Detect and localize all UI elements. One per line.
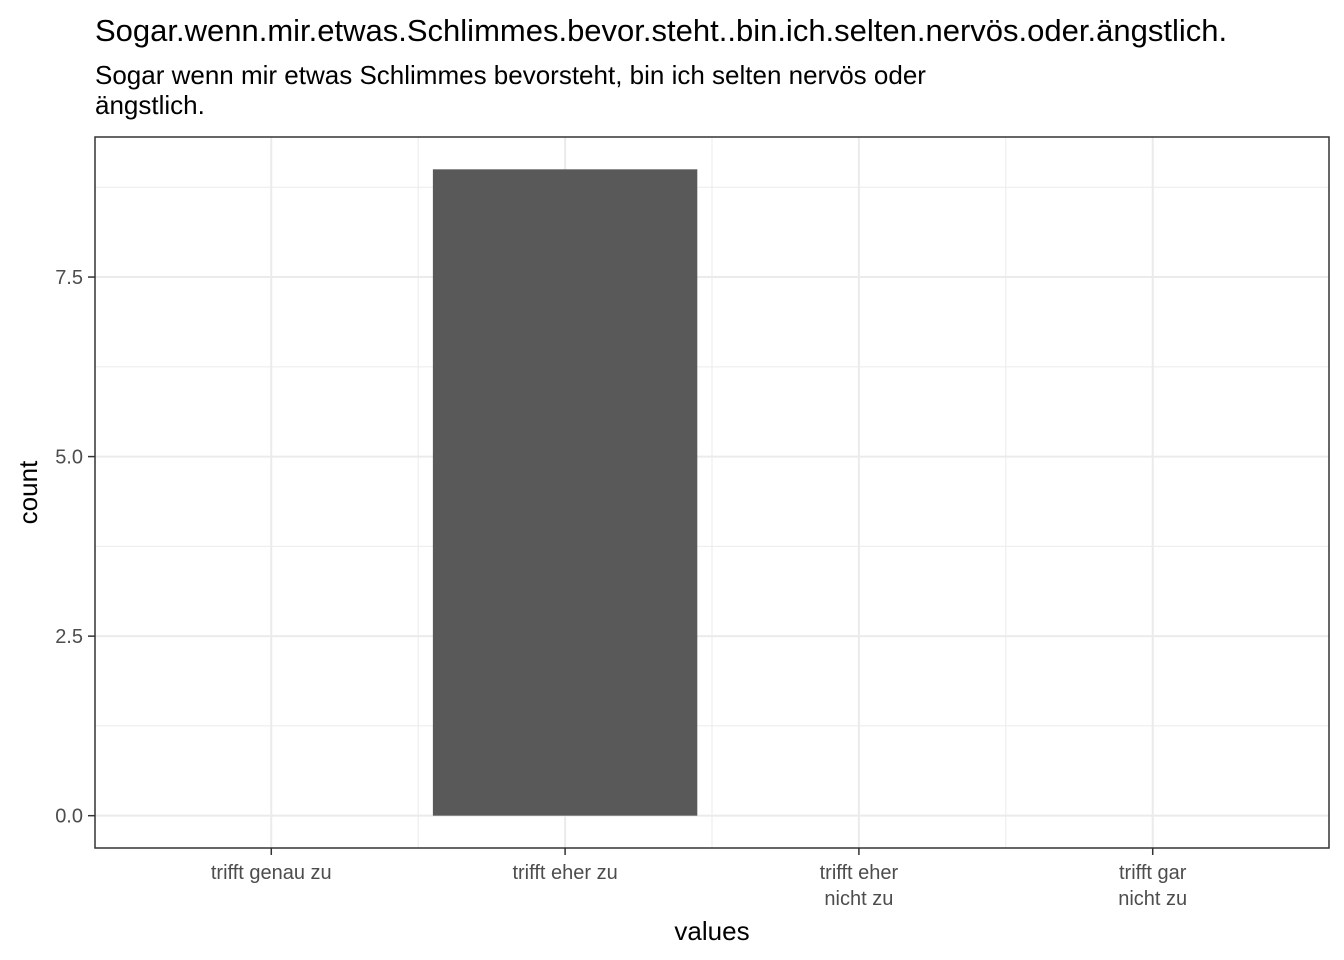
x-axis: trifft genau zu trifft eher zu trifft eher… [211,848,1187,910]
grid-lines [95,137,1329,848]
y-axis-title: count [13,460,43,524]
x-tick-label: trifft genau zu [211,862,332,884]
chart-title: Sogar.wenn.mir.etwas.Schlimmes.bevor.ste… [95,13,1227,48]
subtitle-line: ängstlich. [95,90,205,120]
y-tick-label: 0.0 [55,806,83,828]
y-axis: 0.0 2.5 5.0 7.5 [55,267,95,828]
y-tick-label: 2.5 [55,626,83,648]
x-tick-label: trifft eher nicht zu [820,862,899,910]
x-axis-title: values [674,916,749,946]
panel-border [94,136,1330,849]
x-tick-label: trifft eher zu [512,862,617,884]
bars [432,169,698,816]
chart-subtitle: Sogar wenn mir etwas Schlimmes bevorsteh… [95,60,926,120]
subtitle-line: Sogar wenn mir etwas Schlimmes bevorsteh… [95,60,926,90]
x-tick-label: trifft gar nicht zu [1118,862,1187,910]
bar-trifft-eher-zu [432,169,698,816]
y-tick-label: 7.5 [55,267,83,289]
plot-area [94,136,1330,849]
y-tick-label: 5.0 [55,447,83,469]
